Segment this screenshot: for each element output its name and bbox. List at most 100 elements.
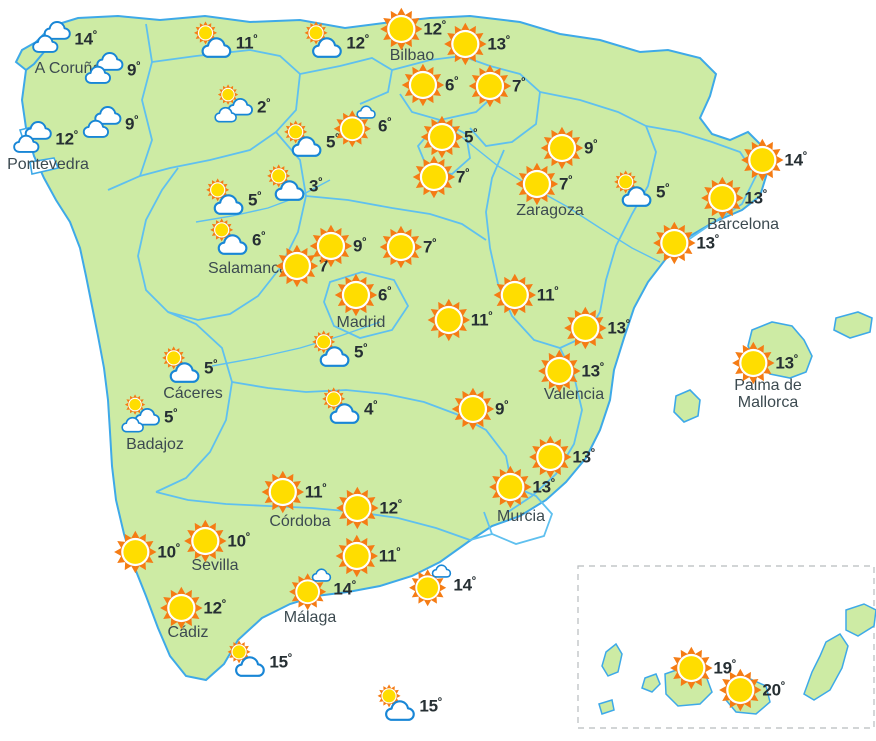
temperature-value: 7º — [423, 237, 436, 258]
sun-icon — [492, 272, 538, 318]
ibiza — [673, 389, 701, 423]
double-cloud-icon — [80, 101, 126, 147]
temperature-value: 13º — [532, 477, 555, 498]
border-navarra — [469, 65, 541, 147]
weather-station-caceres: 5º — [159, 345, 217, 391]
sun-cloud-icon — [611, 169, 657, 215]
city-label-line: Zaragoza — [516, 202, 584, 219]
weather-station-malaga: 14º — [288, 566, 356, 612]
temperature-value: 13º — [744, 188, 767, 209]
degree-symbol: º — [780, 679, 785, 692]
weather-station-castellon: 13º — [562, 305, 630, 351]
temperature-value: 5º — [164, 407, 177, 428]
weather-station-albacete: 9º — [450, 386, 508, 432]
weather-station-zaragoza: 7º — [514, 161, 572, 207]
city-label-line: Palma de — [734, 377, 802, 394]
degree-symbol: º — [454, 74, 459, 87]
sun-cloud-icon — [264, 163, 310, 209]
rias-notch-2 — [29, 157, 60, 175]
temperature-value: 10º — [157, 542, 180, 563]
temperature-number: 13 — [696, 233, 715, 253]
city-label-sevilla: Sevilla — [191, 557, 238, 574]
degree-symbol: º — [714, 232, 719, 245]
weather-station-lugo: 9º — [82, 47, 140, 93]
temperature-number: 10 — [157, 542, 176, 562]
temperature-value: 4º — [364, 399, 377, 420]
temperature-value: 13º — [487, 34, 510, 55]
degree-symbol: º — [173, 406, 178, 419]
degree-symbol: º — [793, 352, 798, 365]
sun-icon — [308, 223, 354, 269]
temperature-number: 11 — [536, 285, 555, 305]
temperature-number: 2 — [256, 97, 267, 117]
degree-symbol: º — [245, 530, 250, 543]
weather-station-lleida: 5º — [611, 169, 669, 215]
sun-cloud-icon — [159, 345, 205, 391]
temperature-number: 13 — [607, 318, 626, 338]
temperature-number: 13 — [744, 188, 763, 208]
degree-symbol: º — [266, 96, 271, 109]
city-label-line: Cádiz — [167, 624, 209, 641]
weather-station-valencia: 13º — [536, 348, 604, 394]
city-label-bilbao: Bilbao — [390, 47, 434, 64]
weather-station-granada: 11º — [334, 533, 400, 579]
weather-station-melilla: 15º — [374, 683, 442, 729]
city-label-m-laga: Málaga — [284, 609, 336, 626]
temperature-value: 6º — [378, 116, 391, 137]
temperature-value: 13º — [696, 232, 719, 254]
sun-icon — [182, 518, 228, 564]
temperature-value: 5º — [204, 358, 217, 379]
weather-station-alicante: 13º — [527, 434, 595, 480]
sun-cloud-icon — [309, 329, 355, 375]
degree-symbol: º — [471, 574, 476, 587]
temperature-number: 7 — [511, 76, 522, 96]
degree-symbol: º — [465, 166, 470, 179]
weather-station-palencia: 5º — [281, 119, 339, 165]
temperature-number: 11 — [304, 482, 323, 502]
city-label-palma-de-mallorca: Palma de Mallorca — [734, 377, 802, 411]
temperature-value: 6º — [378, 285, 391, 306]
temperature-value: 10º — [227, 530, 250, 552]
temperature-value: 11º — [236, 32, 258, 54]
temperature-value: 9º — [495, 399, 508, 420]
temperature-number: 13 — [532, 477, 551, 497]
river-ebro — [439, 119, 661, 263]
temperature-value: 7º — [512, 76, 525, 97]
weather-station-vitoria: 6º — [400, 62, 458, 108]
degree-symbol: º — [387, 115, 392, 128]
weather-station-pontevedra: 12º — [10, 116, 78, 162]
weather-station-almeria: 14º — [408, 562, 476, 608]
temperature-value: 6º — [445, 75, 458, 96]
sun-small-cloud-icon — [408, 562, 454, 608]
temperature-value: 19º — [713, 658, 736, 679]
temperature-value: 12º — [423, 18, 446, 40]
weather-station-tarragona: 13º — [651, 220, 719, 266]
sun-icon — [260, 469, 306, 515]
temperature-value: 9º — [125, 114, 138, 135]
double-cloud-icon — [82, 47, 128, 93]
degree-symbol: º — [253, 32, 258, 45]
weather-station-cadiz: 12º — [158, 585, 226, 631]
weather-station-barcelona: 13º — [699, 175, 767, 221]
sun-icon — [717, 667, 763, 713]
city-label-madrid: Madrid — [337, 314, 386, 331]
temperature-value: 7º — [456, 167, 469, 188]
border-castilla-leon2 — [305, 195, 487, 241]
temperature-value: 9º — [127, 60, 140, 81]
degree-symbol: º — [441, 18, 446, 31]
degree-symbol: º — [363, 341, 368, 354]
temperature-number: 9 — [583, 138, 594, 158]
degree-symbol: º — [625, 317, 630, 330]
weather-station-cuenca: 11º — [426, 297, 492, 343]
temperature-number: 12 — [346, 33, 365, 53]
temperature-number: 15 — [269, 652, 288, 672]
border-extremadura — [155, 311, 233, 493]
temperature-value: 11º — [304, 482, 327, 503]
temperature-number: 12 — [423, 19, 442, 39]
degree-symbol: º — [136, 59, 141, 72]
temperature-value: 9º — [353, 236, 366, 257]
degree-symbol: º — [488, 309, 493, 322]
degree-symbol: º — [521, 75, 526, 88]
degree-symbol: º — [92, 28, 97, 41]
sun-icon — [333, 272, 379, 318]
